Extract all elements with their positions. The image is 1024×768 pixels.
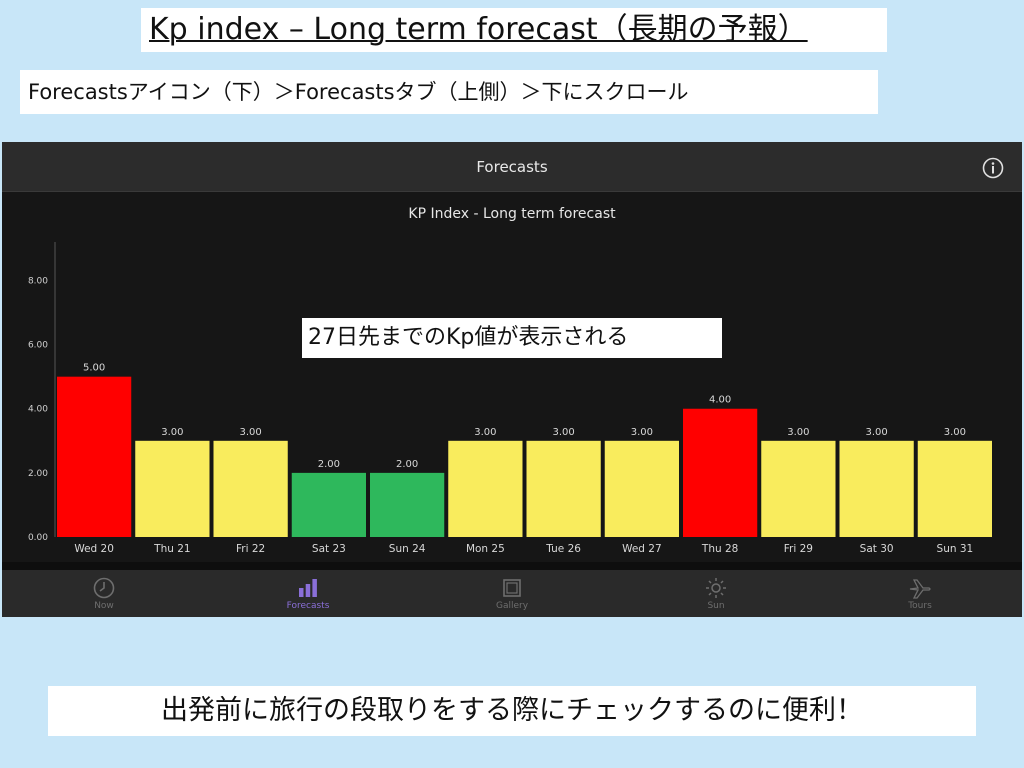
bar	[526, 440, 601, 537]
bar	[683, 408, 758, 537]
info-circle-icon[interactable]	[982, 157, 1004, 179]
bar-value-label: 3.00	[631, 427, 653, 438]
overlay-note: 27日先までのKp値が表示される	[302, 318, 722, 358]
tab-now[interactable]: Now	[2, 570, 206, 617]
bar-value-label: 3.00	[474, 427, 496, 438]
y-tick-label: 6.00	[28, 341, 48, 351]
x-tick-label: Tue 26	[545, 543, 581, 555]
sun-icon	[706, 578, 726, 598]
bar-value-label: 3.00	[239, 427, 261, 438]
x-tick-label: Thu 21	[153, 543, 190, 555]
airplane-icon	[909, 579, 931, 599]
x-tick-label: Sun 31	[937, 543, 974, 555]
tab-label: Now	[94, 601, 114, 611]
tab-bar: Now Forecasts Gallery Sun Tours	[2, 570, 1022, 617]
x-tick-label: Thu 28	[701, 543, 738, 555]
tab-label: Tours	[908, 601, 932, 611]
x-tick-label: Sun 24	[389, 543, 426, 555]
slide-title: Kp index – Long term forecast（長期の予報）	[141, 8, 887, 52]
kp-chart: KP Index - Long term forecast 0.00 2.00 4.0…	[2, 192, 1022, 562]
tab-tours[interactable]: Tours	[818, 570, 1022, 617]
bar	[291, 472, 366, 537]
phone-screenshot: Forecasts KP Index - Long term forecast 0…	[2, 142, 1022, 617]
y-tick-label: 2.00	[28, 469, 48, 479]
tab-label: Gallery	[495, 601, 529, 611]
bar-chart-icon	[299, 579, 317, 597]
bar	[213, 440, 288, 537]
nav-instruction: Forecastsアイコン（下）＞Forecastsタブ（上側）＞下にスクロール	[20, 70, 878, 114]
bar	[57, 376, 132, 537]
app-header: Forecasts	[2, 142, 1022, 192]
x-tick-label: Sat 23	[312, 543, 346, 555]
bar-value-label: 5.00	[83, 363, 105, 374]
bar	[604, 440, 679, 537]
tab-sun[interactable]: Sun	[614, 570, 818, 617]
tab-forecasts[interactable]: Forecasts	[206, 570, 410, 617]
y-tick-label: 4.00	[28, 405, 48, 415]
clock-icon	[93, 577, 115, 599]
scroll-strip	[2, 562, 1022, 570]
bottom-note: 出発前に旅行の段取りをする際にチェックするのに便利！	[48, 686, 976, 736]
bar-value-label: 3.00	[161, 427, 183, 438]
bar	[917, 440, 992, 537]
bar-value-label: 3.00	[552, 427, 574, 438]
y-tick-label: 0.00	[28, 533, 48, 543]
bar-value-label: 3.00	[787, 427, 809, 438]
chart-title: KP Index - Long term forecast	[408, 206, 616, 222]
bar-value-label: 3.00	[865, 427, 887, 438]
bar	[448, 440, 523, 537]
kp-bar-chart: KP Index - Long term forecast 0.00 2.00 4.0…	[28, 206, 992, 555]
x-tick-label: Fri 29	[784, 543, 813, 555]
tab-gallery[interactable]: Gallery	[410, 570, 614, 617]
x-tick-label: Sat 30	[860, 543, 894, 555]
bar	[135, 440, 210, 537]
bar	[370, 472, 445, 537]
bar-value-label: 2.00	[318, 459, 340, 470]
y-tick-label: 8.00	[28, 276, 48, 286]
tab-label: Sun	[707, 601, 725, 611]
bar-value-label: 4.00	[709, 395, 731, 406]
x-tick-label: Mon 25	[466, 543, 505, 555]
bar	[839, 440, 914, 537]
bar-value-label: 2.00	[396, 459, 418, 470]
gallery-icon	[503, 579, 521, 597]
bar-value-label: 3.00	[944, 427, 966, 438]
x-tick-label: Wed 20	[74, 543, 114, 555]
x-tick-label: Fri 22	[236, 543, 265, 555]
bar	[761, 440, 836, 537]
x-tick-label: Wed 27	[622, 543, 662, 555]
tab-label: Forecasts	[286, 601, 330, 611]
header-title: Forecasts	[476, 158, 548, 176]
